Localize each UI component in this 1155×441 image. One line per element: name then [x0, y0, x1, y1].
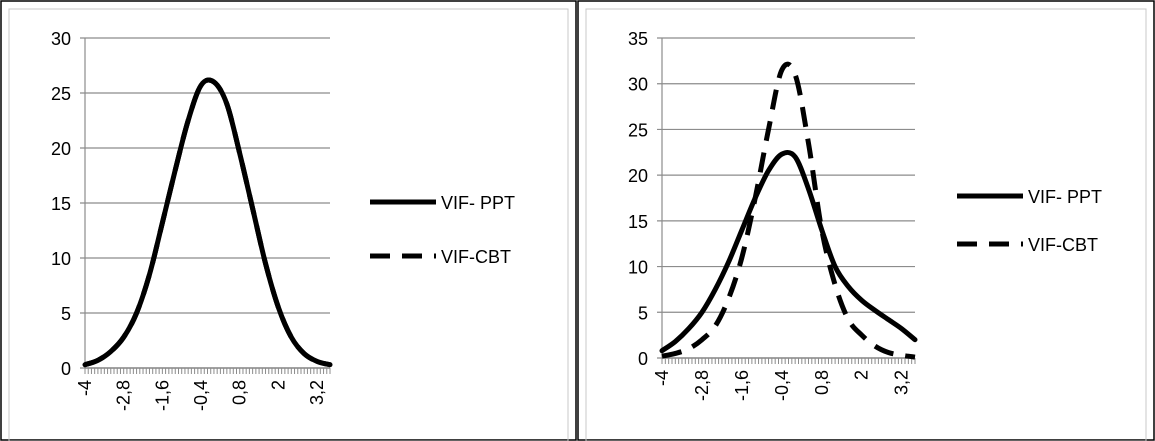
chart-left: 0 5 10 15 20 25 30 -4 -2,8 -1,6 -0,4 0,8 2 3,2 VIF- PP…: [0, 0, 577, 441]
x-tick-label: -2,8: [692, 370, 712, 401]
y-tick-label: 10: [628, 258, 648, 278]
x-tick-label: 0,8: [812, 370, 832, 395]
outer-frame: [0, 0, 577, 441]
y-tick-label: 25: [628, 120, 648, 140]
y-tick-label: 20: [628, 166, 648, 186]
y-tick-label: 5: [61, 304, 71, 324]
x-tick-label: -1,6: [152, 380, 172, 411]
y-tick-label: 0: [61, 359, 71, 379]
legend-label: VIF- PPT: [441, 193, 515, 213]
y-tick-label: 30: [628, 75, 648, 95]
x-tick-label: -4: [75, 380, 95, 396]
chart-right: 0 5 10 15 20 25 30 35 -4 -2,8 -1,6 -0,4 0,8 2 3,2 VIF- …: [577, 0, 1155, 441]
series-line-vif-cbt: [84, 77, 331, 368]
series-line-vif-ppt: [659, 149, 918, 354]
outer-frame: [577, 0, 1155, 441]
y-tick-label: 35: [628, 29, 648, 49]
x-tick-label: 3,2: [307, 380, 327, 405]
x-tick-label: 2: [852, 370, 872, 380]
chart-left-svg: 0 5 10 15 20 25 30 -4 -2,8 -1,6 -0,4 0,8 2 3,2 VIF- PP…: [0, 0, 577, 441]
series-line-vif-ppt: [82, 77, 333, 368]
x-tick-label: -0,4: [772, 370, 792, 401]
chart-area-border: [585, 8, 1147, 441]
x-tick-label: -1,6: [732, 370, 752, 401]
y-tick-label: 10: [51, 249, 71, 269]
series-line-vif-cbt: [661, 61, 916, 360]
y-tick-label: 0: [638, 349, 648, 369]
chart-area-border: [8, 8, 569, 441]
x-tick-label: -4: [652, 370, 672, 386]
x-tick-label: -0,4: [191, 380, 211, 411]
legend-label: VIF-CBT: [1028, 235, 1098, 255]
y-tick-label: 15: [51, 194, 71, 214]
x-tick-label: 3,2: [892, 370, 912, 395]
y-tick-label: 30: [51, 29, 71, 49]
y-tick-label: 25: [51, 84, 71, 104]
chart-right-svg: 0 5 10 15 20 25 30 35 -4 -2,8 -1,6 -0,4 0,8 2 3,2 VIF- …: [577, 0, 1155, 441]
legend-label: VIF- PPT: [1028, 187, 1102, 207]
x-tick-label: 2: [268, 380, 288, 390]
legend-label: VIF-CBT: [441, 247, 511, 267]
y-tick-label: 5: [638, 303, 648, 323]
x-tick-label: -2,8: [114, 380, 134, 411]
x-tick-label: 0,8: [230, 380, 250, 405]
y-tick-label: 15: [628, 212, 648, 232]
y-tick-label: 20: [51, 139, 71, 159]
